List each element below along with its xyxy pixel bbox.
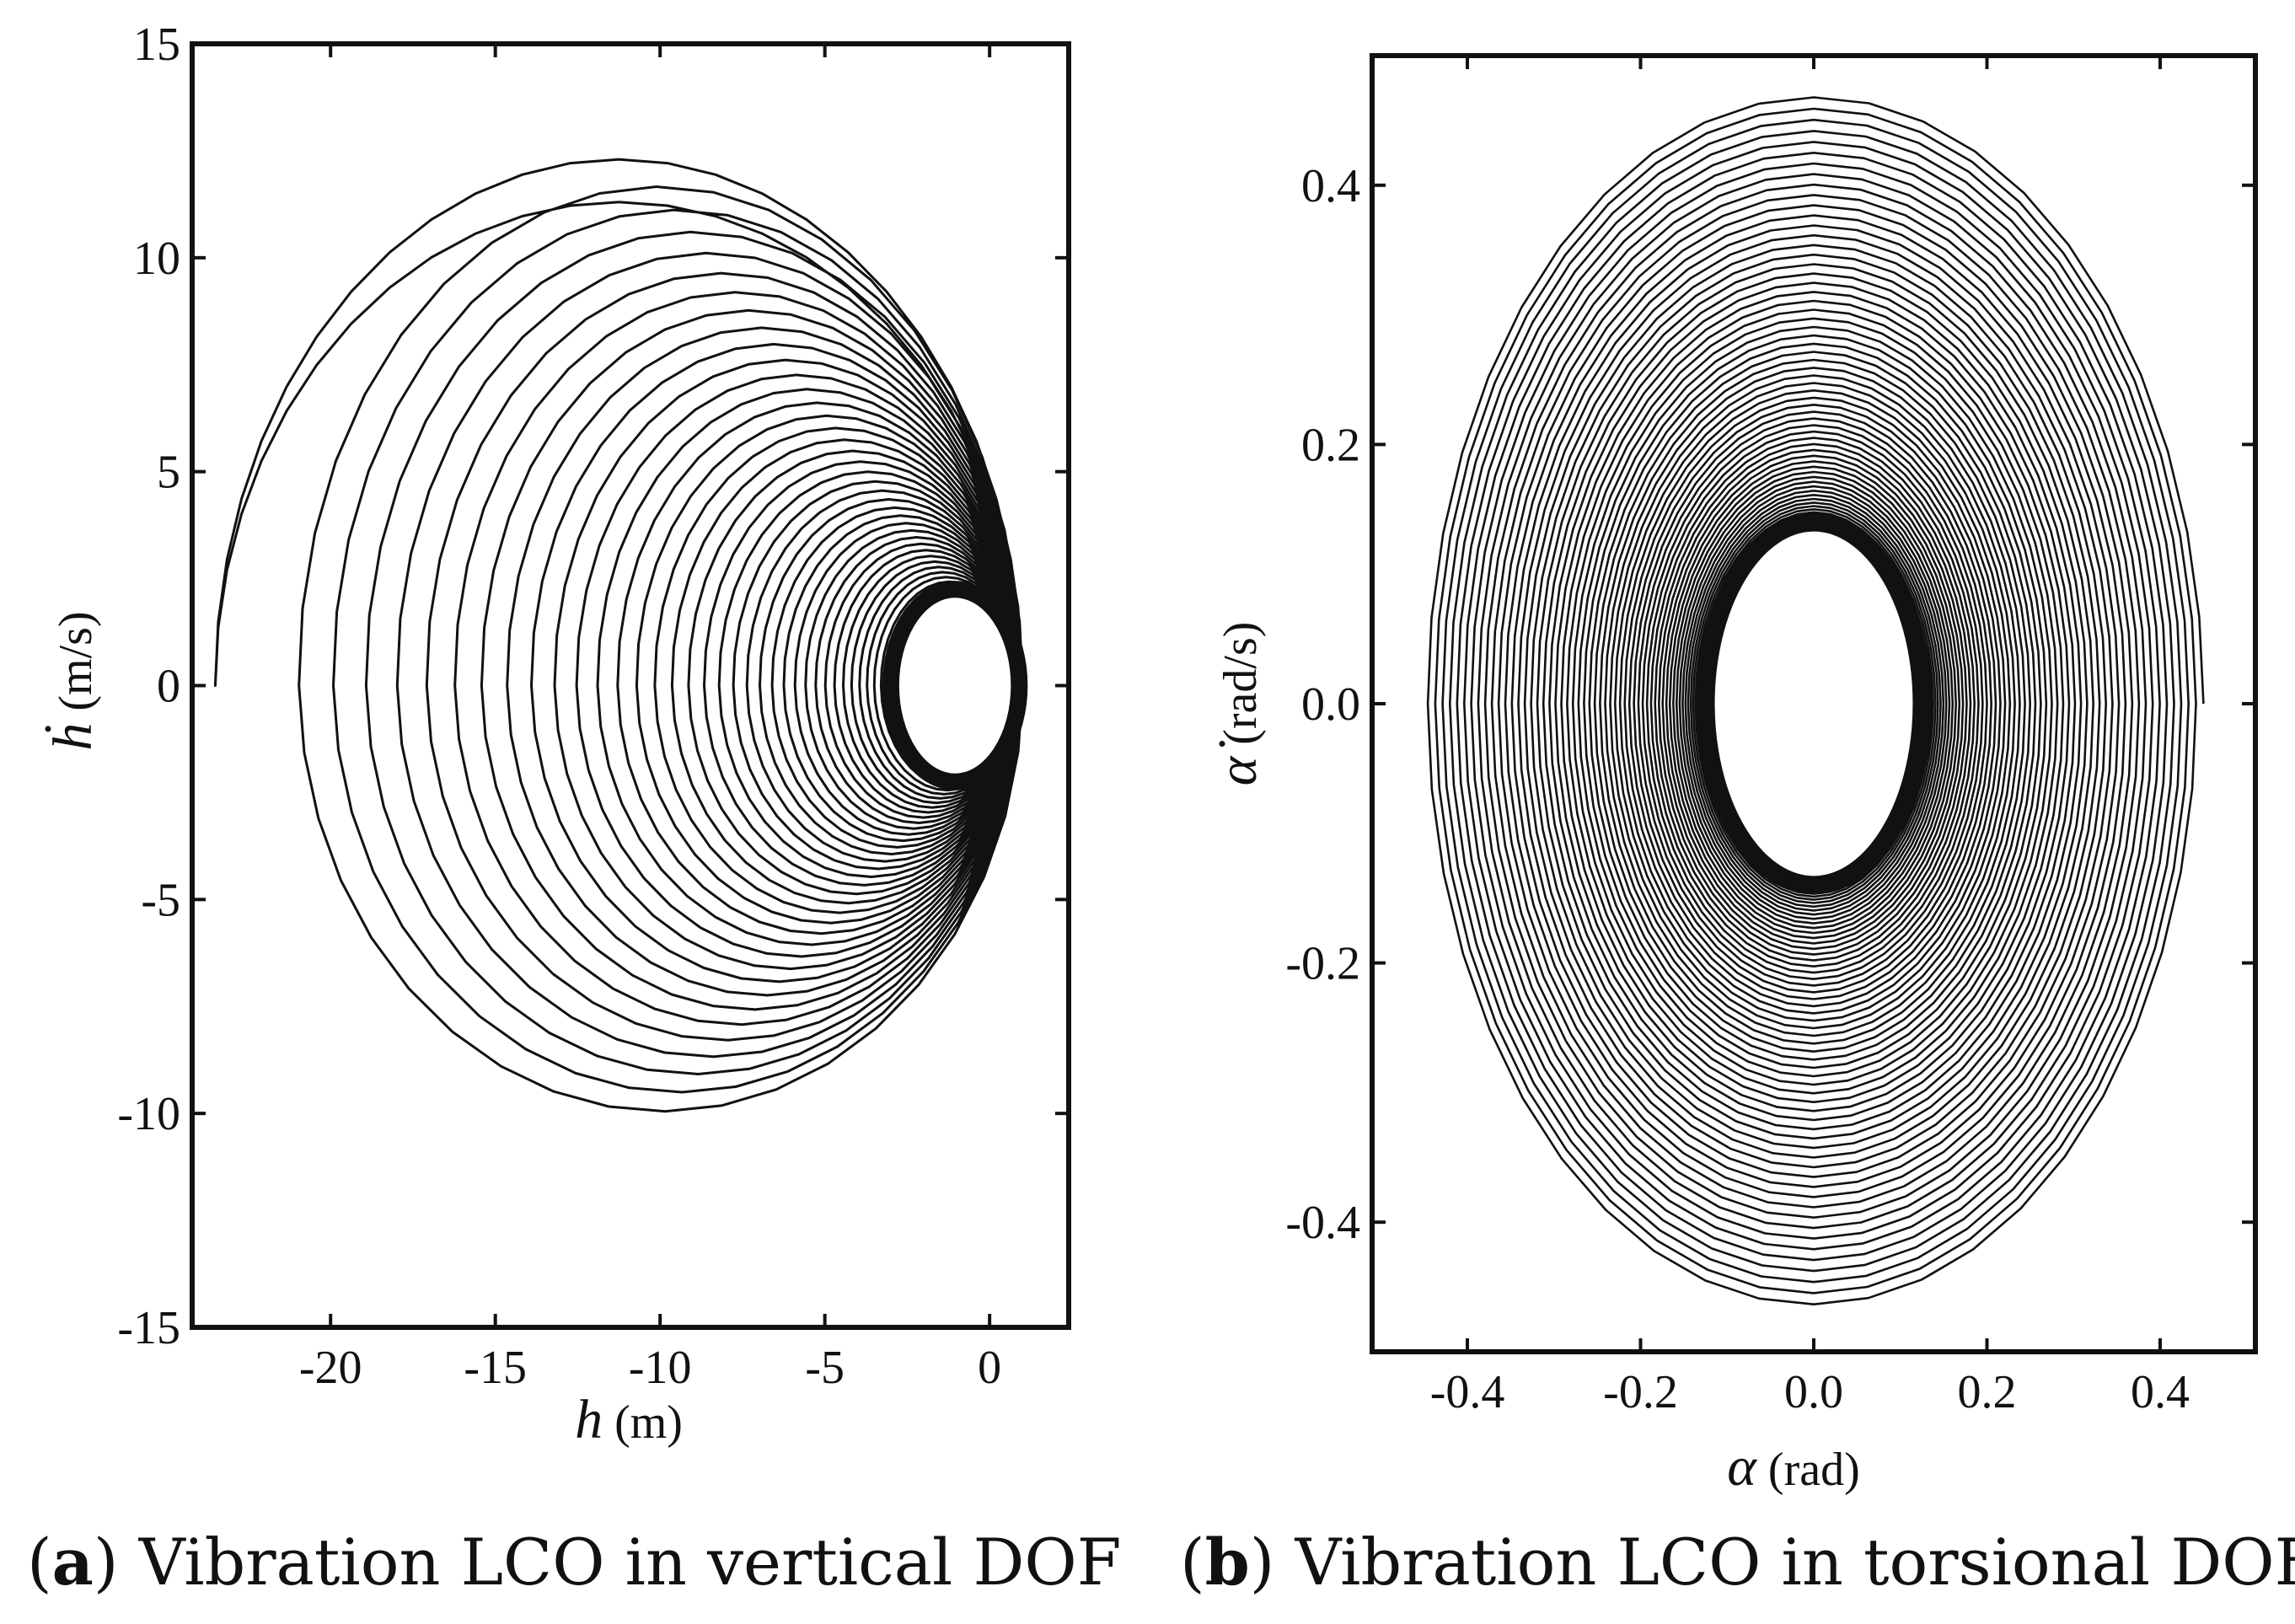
trajectory-b <box>1426 96 2205 1305</box>
plot-frame-b <box>1370 53 2258 1354</box>
x-tick-label-a-0: -20 <box>299 1342 362 1394</box>
x-axis-label-a: h (m) <box>575 1389 683 1450</box>
x-tick-label-b-2: 0.0 <box>1784 1366 1843 1418</box>
x-tick-label-a-2: -10 <box>629 1342 692 1394</box>
x-tick-label-b-0: -0.4 <box>1430 1366 1505 1418</box>
panel-b-torsional-dof: -0.4 -0.2 0.0 0.2 0.4 -0.4 -0.2 0.0 0.2 0.4 α (rad… <box>1180 53 2295 1600</box>
limit-cycle-a <box>882 581 1028 791</box>
ticks-a: -20 -15 -10 -5 0 -15 -10 -5 0 5 10 15 <box>117 19 1069 1394</box>
y-tick-label-a-2: -5 <box>141 874 180 926</box>
plot-frame-a <box>190 41 1071 1330</box>
y-tick-label-b-0: -0.4 <box>1285 1197 1360 1249</box>
y-tick-label-b-2: 0.0 <box>1301 678 1360 731</box>
y-tick-label-a-0: -15 <box>117 1302 180 1354</box>
x-axis-label-b: α (rad) <box>1727 1436 1859 1498</box>
y-tick-label-a-4: 5 <box>157 447 180 499</box>
y-tick-label-a-1: -10 <box>117 1088 180 1140</box>
y-tick-label-a-5: 10 <box>133 233 180 285</box>
x-tick-label-a-1: -15 <box>464 1342 527 1394</box>
y-tick-label-b-1: -0.2 <box>1285 938 1360 990</box>
y-tick-label-a-6: 15 <box>133 19 180 71</box>
caption-b: (b) Vibration LCO in torsional DOF <box>1180 1525 2295 1600</box>
y-axis-label-b: α̇(rad/s) <box>1207 622 1268 786</box>
trajectory-line-b <box>1426 96 2205 1305</box>
x-tick-label-b-3: 0.2 <box>1957 1366 2016 1418</box>
y-tick-label-b-4: 0.4 <box>1301 160 1360 212</box>
panel-a-vertical-dof: -20 -15 -10 -5 0 -15 -10 -5 0 5 10 15 h (m) ḣ(m/s) (… <box>27 19 1121 1600</box>
y-axis-label-a: ḣ(m/s) <box>42 611 104 750</box>
y-tick-label-b-3: 0.2 <box>1301 419 1360 471</box>
caption-a: (a) Vibration LCO in vertical DOF <box>27 1525 1121 1600</box>
x-tick-label-b-1: -0.2 <box>1603 1366 1678 1418</box>
y-tick-label-a-3: 0 <box>157 661 180 713</box>
x-tick-label-b-4: 0.4 <box>2131 1366 2190 1418</box>
trajectory-a <box>213 158 1028 1113</box>
x-tick-label-a-4: 0 <box>978 1342 1001 1394</box>
x-tick-label-a-3: -5 <box>805 1342 845 1394</box>
ticks-b: -0.4 -0.2 0.0 0.2 0.4 -0.4 -0.2 0.0 0.2 0.4 <box>1285 56 2255 1418</box>
limit-cycle-b <box>1696 512 1932 895</box>
